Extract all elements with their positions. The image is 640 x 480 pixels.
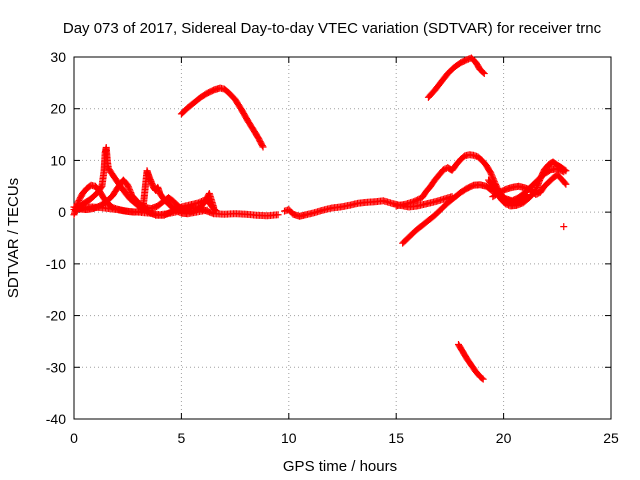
x-tick-label: 25 bbox=[603, 430, 619, 446]
data-point bbox=[124, 183, 132, 191]
series-trace-d bbox=[70, 167, 211, 218]
y-tick-label: 10 bbox=[50, 152, 66, 168]
data-points bbox=[70, 54, 570, 383]
series-trace-i bbox=[424, 54, 488, 101]
y-tick-label: 30 bbox=[50, 49, 66, 65]
data-point bbox=[489, 175, 497, 183]
chart-title: Day 073 of 2017, Sidereal Day-to-day VTE… bbox=[63, 20, 602, 37]
data-point bbox=[126, 187, 134, 195]
data-point bbox=[258, 142, 266, 150]
series-outlier bbox=[560, 223, 568, 231]
data-point bbox=[560, 223, 568, 231]
data-point bbox=[561, 179, 569, 187]
data-point bbox=[210, 203, 218, 211]
x-tick-label: 5 bbox=[178, 430, 186, 446]
data-point bbox=[126, 186, 134, 194]
data-point bbox=[259, 143, 267, 151]
y-tick-label: -20 bbox=[46, 308, 66, 324]
y-tick-label: -10 bbox=[46, 256, 66, 272]
data-point bbox=[560, 168, 568, 176]
y-tick-label: -40 bbox=[46, 411, 66, 427]
data-point bbox=[558, 167, 566, 175]
series-trace-h bbox=[399, 181, 497, 247]
data-point bbox=[487, 169, 495, 177]
data-point bbox=[562, 180, 570, 188]
data-point bbox=[125, 184, 133, 192]
data-point bbox=[203, 206, 211, 214]
data-point bbox=[274, 211, 282, 219]
data-point bbox=[479, 69, 487, 77]
data-point bbox=[479, 375, 487, 383]
y-axis-label: SDTVAR / TECUs bbox=[5, 178, 22, 298]
grid bbox=[74, 57, 611, 419]
data-point bbox=[488, 172, 496, 180]
y-tick-label: -30 bbox=[46, 359, 66, 375]
data-point bbox=[480, 70, 488, 78]
x-tick-label: 15 bbox=[388, 430, 404, 446]
x-tick-label: 10 bbox=[281, 430, 297, 446]
series-trace-j bbox=[454, 341, 487, 383]
data-point bbox=[124, 181, 132, 189]
x-axis-label: GPS time / hours bbox=[283, 458, 397, 475]
y-tick-label: 0 bbox=[58, 204, 66, 220]
data-point bbox=[212, 207, 220, 215]
x-tick-label: 0 bbox=[70, 430, 78, 446]
plot-frame bbox=[73, 56, 612, 420]
data-point bbox=[489, 173, 497, 181]
data-point bbox=[487, 170, 495, 178]
y-tick-label: 20 bbox=[50, 101, 66, 117]
series-trace-e bbox=[177, 84, 267, 151]
axis-ticks: 0 5 10 15 20 25 -40 -30 -20 -10 0 10 20 30 bbox=[46, 49, 619, 446]
data-point bbox=[478, 374, 486, 382]
data-point bbox=[127, 189, 135, 197]
x-tick-label: 20 bbox=[496, 430, 512, 446]
series-trace-m bbox=[489, 165, 568, 205]
series-trace-f bbox=[281, 193, 456, 220]
